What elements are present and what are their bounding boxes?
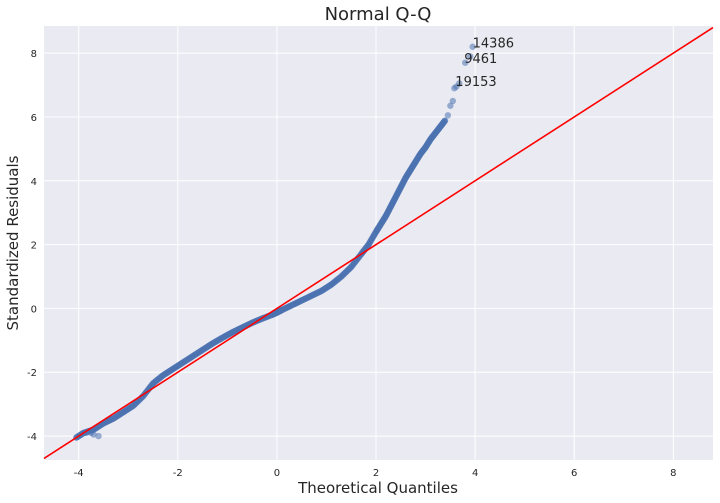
reference-line — [43, 26, 714, 460]
y-tick-label: 0 — [31, 304, 37, 315]
y-tick-label: 6 — [31, 113, 37, 124]
qq-point — [90, 431, 97, 438]
outlier-label: 9461 — [464, 52, 497, 67]
qq-point — [95, 432, 102, 440]
y-tick-label: -2 — [27, 368, 37, 379]
qq-point — [449, 97, 457, 105]
qq-point — [444, 112, 452, 119]
qq-point — [447, 102, 454, 109]
y-tick-label: 8 — [31, 49, 37, 60]
qq-point — [462, 59, 469, 66]
y-tick-labels: -4 -2 0 2 4 6 8 — [27, 49, 37, 443]
y-axis-label: Standardized Residuals — [4, 155, 22, 330]
x-tick-label: 0 — [274, 468, 280, 479]
y-tick-label: -4 — [27, 432, 37, 443]
qq-point — [466, 53, 474, 60]
x-tick-label: 6 — [571, 468, 577, 479]
outlier-label: 19153 — [455, 75, 496, 90]
qq-point — [469, 43, 476, 50]
y-tick-label: 4 — [31, 177, 37, 188]
qq-point — [441, 117, 449, 124]
qq-point — [82, 429, 90, 437]
x-tick-label: 2 — [373, 468, 379, 479]
x-axis-label: Theoretical Quantiles — [297, 479, 458, 497]
x-tick-label: 8 — [670, 468, 676, 479]
outlier-label: 14386 — [473, 37, 514, 52]
qq-point — [456, 80, 463, 87]
chart-title: Normal Q-Q — [325, 4, 432, 25]
x-tick-labels: -4 -2 0 2 4 6 8 — [74, 468, 677, 479]
grid — [44, 26, 713, 460]
y-tick-label: 2 — [31, 241, 37, 252]
x-tick-label: 4 — [472, 468, 478, 479]
x-tick-label: -2 — [173, 468, 183, 479]
x-tick-label: -4 — [74, 468, 84, 479]
